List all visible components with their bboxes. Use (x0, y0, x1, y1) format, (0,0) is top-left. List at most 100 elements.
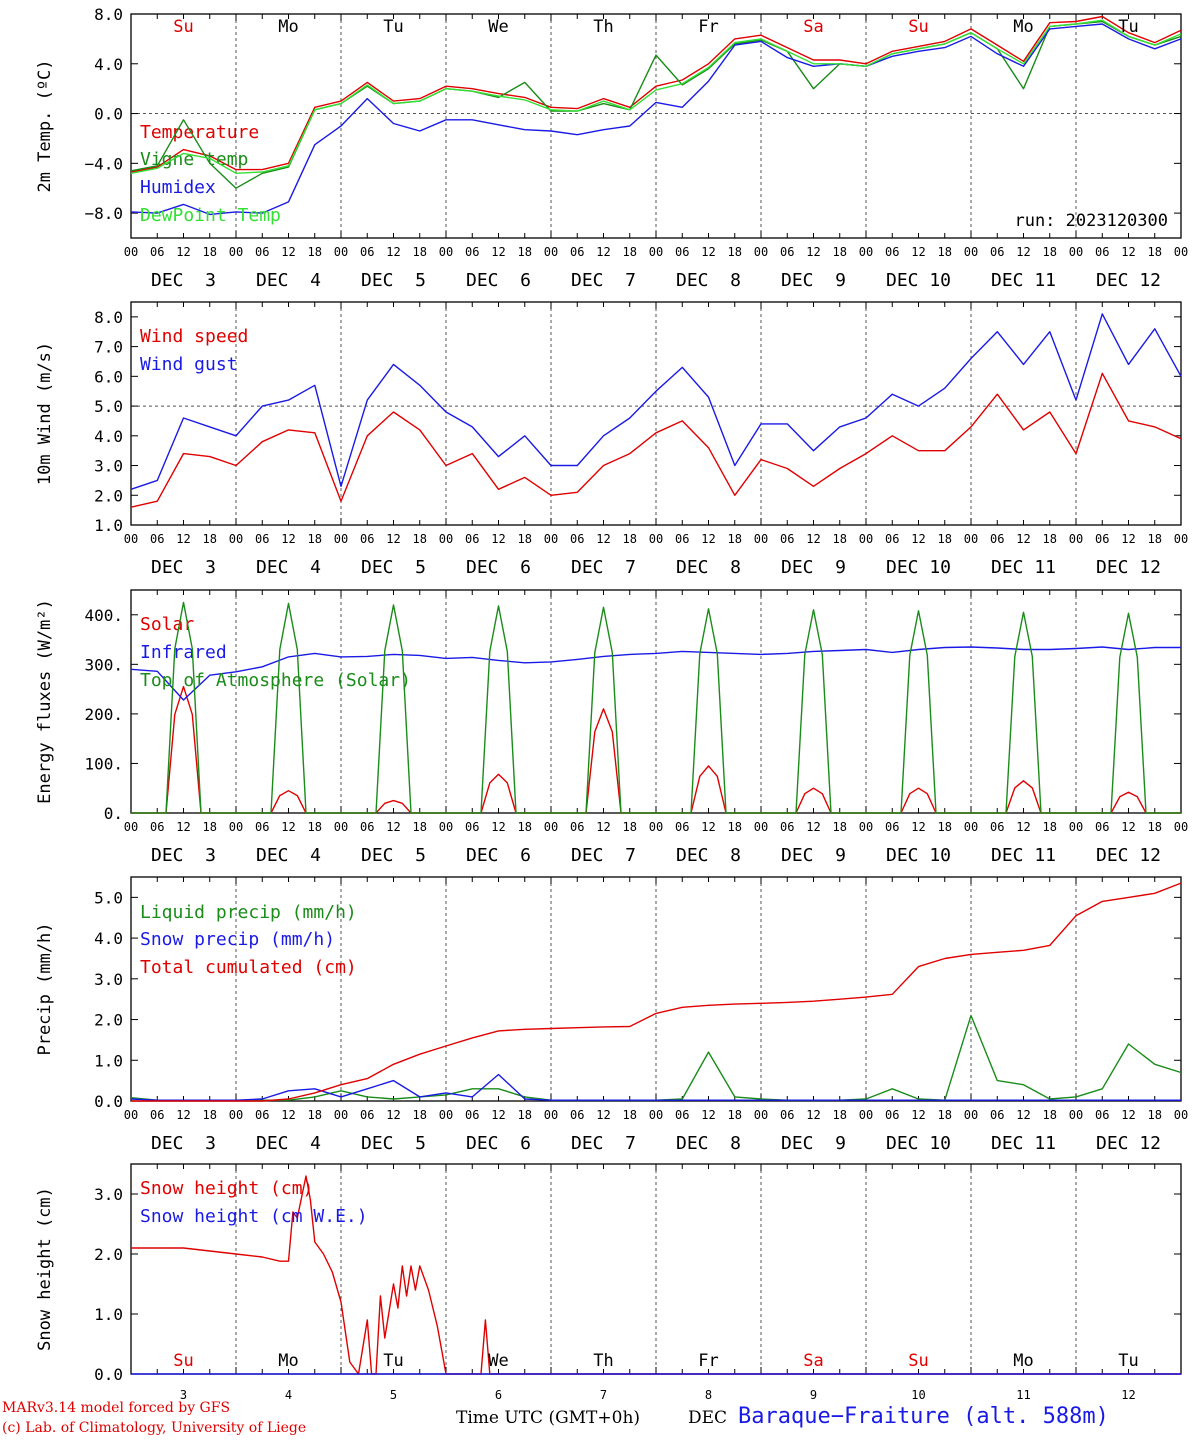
weekday-label: Mo (278, 1351, 298, 1371)
x-hour-label: 06 (990, 245, 1004, 259)
x-hour-label: 12 (491, 245, 505, 259)
y-tick-label: −8.0 (84, 204, 123, 223)
x-date-label: DEC 12 (1096, 1133, 1161, 1154)
x-hour-label: 18 (1148, 245, 1162, 259)
x-date-label: DEC 11 (991, 1133, 1056, 1154)
x-hour-label: 00 (859, 1108, 873, 1122)
weekday-label: Mo (1013, 1351, 1033, 1371)
x-hour-label: 06 (255, 245, 269, 259)
x-hour-label: 06 (990, 532, 1004, 546)
x-hour-label: 06 (465, 245, 479, 259)
x-hour-label: 06 (675, 1108, 689, 1122)
x-hour-label: 00 (1174, 532, 1188, 546)
x-date-label: DEC 10 (886, 845, 951, 866)
x-hour-label: 18 (728, 245, 742, 259)
x-hour-label: 00 (649, 532, 663, 546)
y-tick-label: 2.0 (94, 486, 123, 505)
x-hour-label: 06 (255, 532, 269, 546)
series-line-dewpoint-temp (130, 19, 1182, 174)
y-tick-label: 400. (84, 606, 123, 625)
x-hour-label: 06 (465, 1108, 479, 1122)
x-date-label: DEC 8 (676, 270, 741, 291)
x-date-label: DEC 7 (571, 270, 636, 291)
series-line-total-cumulated-cm- (131, 882, 1182, 1102)
x-hour-label: 06 (675, 532, 689, 546)
x-hour-label: 06 (465, 820, 479, 834)
legend-entry: Temperature (140, 122, 259, 143)
x-hour-label: 18 (518, 820, 532, 834)
x-hour-label: 06 (885, 532, 899, 546)
x-hour-label: 18 (413, 245, 427, 259)
panel-5: 3.0 2.0 1.0 0.0 Snow height (cm) Snow height … (35, 1163, 1182, 1402)
x-date-label: DEC 11 (991, 557, 1056, 578)
time-axis-label: Time UTC (GMT+0h) (456, 1408, 641, 1428)
weekday-label: Tu (383, 1351, 403, 1371)
weekday-label: Tu (383, 17, 403, 37)
x-hour-label: 18 (938, 245, 952, 259)
day-number-label: 9 (810, 1388, 817, 1402)
x-hour-label: 00 (859, 820, 873, 834)
x-date-label: DEC 5 (361, 557, 426, 578)
x-date-label: DEC 8 (676, 1133, 741, 1154)
x-hour-label: 06 (990, 820, 1004, 834)
credit-line-2: (c) Lab. of Climatology, University of L… (2, 1420, 307, 1436)
x-hour-label: 12 (596, 1108, 610, 1122)
x-hour-label: 06 (885, 1108, 899, 1122)
x-hour-label: 00 (229, 820, 243, 834)
y-axis-label: Snow height (cm) (35, 1187, 55, 1351)
x-hour-label: 12 (911, 245, 925, 259)
x-hour-label: 00 (1174, 1108, 1188, 1122)
x-hour-label: 18 (203, 1108, 217, 1122)
x-hour-label: 06 (1095, 820, 1109, 834)
x-hour-label: 12 (176, 245, 190, 259)
y-tick-label: 0.0 (94, 1365, 123, 1384)
x-hour-label: 18 (623, 245, 637, 259)
legend-entry: DewPoint Temp (140, 205, 281, 226)
x-date-label: DEC 9 (781, 270, 846, 291)
y-tick-label: 3.0 (94, 457, 123, 476)
weekday-label: Tu (1118, 17, 1138, 37)
x-hour-label: 12 (176, 1108, 190, 1122)
x-hour-label: 18 (728, 532, 742, 546)
x-hour-label: 18 (308, 1108, 322, 1122)
x-hour-label: 18 (413, 1108, 427, 1122)
y-tick-label: 3.0 (94, 970, 123, 989)
x-hour-label: 12 (176, 820, 190, 834)
x-hour-label: 18 (623, 820, 637, 834)
weekday-label: Th (593, 1351, 613, 1371)
x-hour-label: 12 (701, 820, 715, 834)
day-number-label: 5 (390, 1388, 397, 1402)
x-hour-label: 18 (518, 532, 532, 546)
x-hour-label: 18 (308, 532, 322, 546)
x-hour-label: 12 (911, 532, 925, 546)
x-hour-label: 12 (491, 1108, 505, 1122)
x-hour-label: 00 (964, 820, 978, 834)
x-hour-label: 00 (229, 245, 243, 259)
x-hour-label: 12 (1121, 245, 1135, 259)
weekday-label: Su (908, 1351, 928, 1371)
x-hour-label: 00 (754, 532, 768, 546)
x-hour-label: 00 (964, 532, 978, 546)
x-hour-label: 06 (1095, 1108, 1109, 1122)
x-date-label: DEC 12 (1096, 270, 1161, 291)
x-hour-label: 06 (1095, 245, 1109, 259)
x-hour-label: 06 (570, 532, 584, 546)
x-hour-label: 18 (1148, 532, 1162, 546)
x-hour-label: 06 (360, 245, 374, 259)
x-date-label: DEC 3 (151, 270, 216, 291)
x-date-label: DEC 4 (256, 270, 321, 291)
x-date-label: DEC 9 (781, 557, 846, 578)
x-hour-label: 18 (203, 245, 217, 259)
x-date-label: DEC 9 (781, 1133, 846, 1154)
x-hour-label: 18 (938, 532, 952, 546)
x-hour-label: 18 (728, 820, 742, 834)
x-hour-label: 12 (1121, 820, 1135, 834)
x-date-label: DEC 9 (781, 845, 846, 866)
legend-entry: Snow precip (mm/h) (140, 929, 335, 950)
x-hour-label: 00 (754, 820, 768, 834)
x-hour-label: 18 (1148, 1108, 1162, 1122)
y-tick-label: 8.0 (94, 5, 123, 24)
day-number-label: 3 (180, 1388, 187, 1402)
x-hour-label: 06 (150, 245, 164, 259)
